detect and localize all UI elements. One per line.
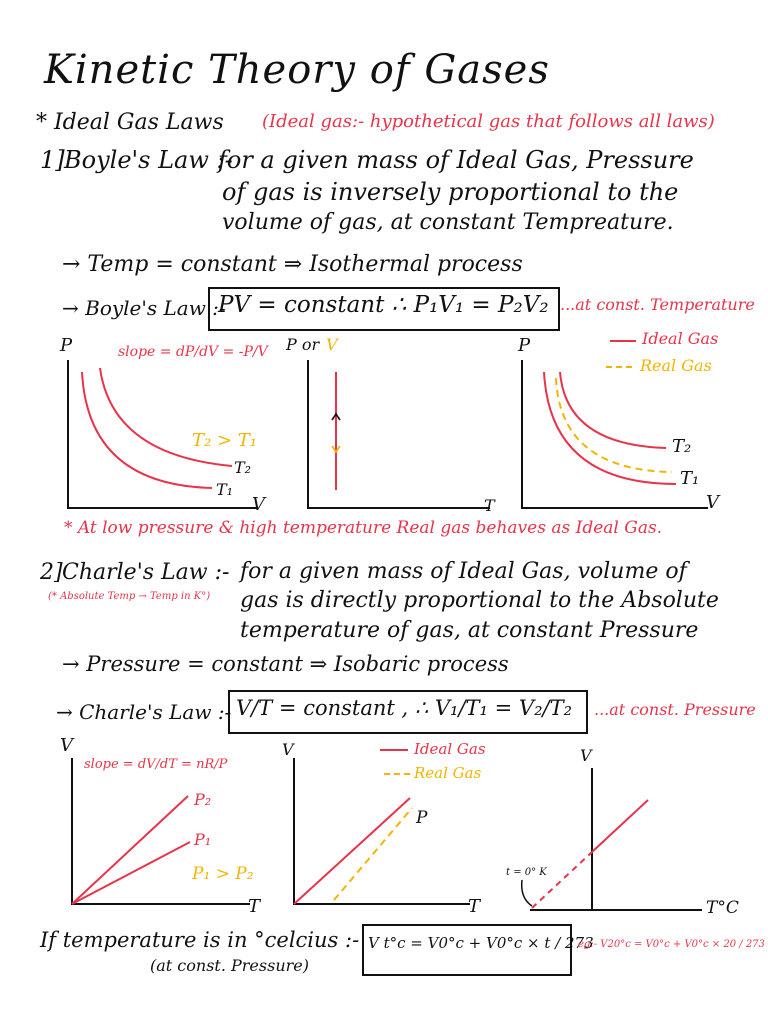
charles-g2-ideal-line bbox=[293, 797, 411, 905]
boyle-formula-box bbox=[208, 287, 560, 331]
boyle-g1-slope: slope = dP/dV = -P/V bbox=[118, 344, 268, 360]
boyle-g2-axes bbox=[307, 360, 490, 509]
boyle-g2-xlabel: T bbox=[484, 496, 495, 515]
charles-g1-p1: P₁ bbox=[194, 830, 212, 849]
charles-g1-ylabel: V bbox=[60, 735, 73, 756]
charles-g2-ylabel: V bbox=[282, 740, 294, 759]
charles-g1-slope: slope = dV/dT = nR/P bbox=[84, 757, 228, 772]
boyle-number: 1] bbox=[40, 146, 65, 174]
boyle-g3-ideal-t1 bbox=[543, 371, 677, 485]
charles-g3-solid bbox=[591, 799, 649, 853]
boyle-g1-curve-t2 bbox=[99, 367, 233, 467]
boyle-g1-curve-t1 bbox=[81, 371, 213, 489]
boyle-g1-cond: T₂ > T₁ bbox=[192, 430, 257, 451]
charles-g3-xlabel: T°C bbox=[706, 898, 739, 918]
boyle-g3-legend-ideal: Ideal Gas bbox=[642, 329, 719, 348]
charles-g3-zero-label: t = 0° K bbox=[506, 867, 547, 878]
boyle-g3-ylabel: P bbox=[518, 335, 531, 356]
charles-g2-legend-real: Real Gas bbox=[414, 764, 482, 782]
charles-g1-line-p1 bbox=[71, 841, 191, 905]
boyle-label: Boyle's Law :- bbox=[64, 146, 233, 174]
charles-sub-note: (* Absolute Temp → Temp in K°) bbox=[48, 591, 211, 602]
charles-g3-dashed bbox=[531, 851, 593, 909]
charles-g2-p-label: P bbox=[416, 808, 428, 828]
boyle-def-line3: volume of gas, at constant Tempreature. bbox=[222, 210, 674, 235]
charles-formula: V/T = constant , ∴ V₁/T₁ = V₂/T₂ bbox=[236, 696, 572, 720]
boyle-g2-arrow-down bbox=[331, 445, 341, 454]
charles-label: Charle's Law :- bbox=[62, 560, 230, 585]
charles-def-line3: temperature of gas, at constant Pressure bbox=[240, 618, 699, 643]
charles-g1-p2: P₂ bbox=[194, 790, 212, 809]
boyle-g2-ylabel-b: V bbox=[326, 335, 338, 354]
charles-g2-xlabel: T bbox=[468, 896, 481, 917]
boyle-g2-ylabel-a: P or bbox=[286, 335, 320, 354]
charles-g1-xlabel: T bbox=[248, 896, 261, 917]
charles-g3-ylabel: V bbox=[580, 746, 592, 765]
charles-arrow2-label: → Charle's Law :- bbox=[56, 700, 232, 724]
boyle-g3-legend-real: Real Gas bbox=[640, 356, 712, 375]
boyle-g1-t1: T₁ bbox=[216, 480, 234, 499]
boyle-formula: PV = constant ∴ P₁V₁ = P₂V₂ bbox=[218, 292, 549, 318]
celsius-example: eg:- V20°c = V0°c + V0°c × 20 / 273 bbox=[578, 939, 765, 950]
charles-number: 2] bbox=[40, 560, 63, 585]
charles-arrow1: → Pressure = constant ⇒ Isobaric process bbox=[62, 652, 509, 676]
page-title: Kinetic Theory of Gases bbox=[44, 47, 550, 93]
boyle-g3-ideal-t2 bbox=[559, 371, 667, 449]
ideal-gas-note: (Ideal gas:- hypothetical gas that follo… bbox=[262, 111, 715, 132]
charles-g2-legend-ideal: Ideal Gas bbox=[414, 740, 486, 758]
boyle-g3-real-t2 bbox=[555, 377, 673, 473]
boyle-g3-xlabel: V bbox=[706, 492, 719, 513]
celsius-line1: If temperature is in °celcius :- bbox=[40, 928, 360, 952]
boyle-def-line2: of gas is inversely proportional to the bbox=[222, 178, 679, 206]
charles-g3-pointer bbox=[520, 879, 533, 907]
charles-g1-line-p2 bbox=[71, 795, 189, 905]
section-heading: * Ideal Gas Laws bbox=[36, 110, 224, 135]
charles-def-line1: for a given mass of Ideal Gas, volume of bbox=[240, 559, 687, 584]
boyle-g3-axes bbox=[521, 360, 708, 509]
celsius-line2: (at const. Pressure) bbox=[150, 956, 309, 975]
boyle-g2-arrow-up bbox=[331, 412, 341, 421]
charles-g1-cond: P₁ > P₂ bbox=[192, 864, 254, 884]
boyle-def-line1: for a given mass of Ideal Gas, Pressure bbox=[218, 146, 694, 174]
boyle-g3-t1: T₁ bbox=[680, 468, 700, 489]
boyle-arrow1: → Temp = constant ⇒ Isothermal process bbox=[62, 252, 523, 277]
charles-def-line2: gas is directly proportional to the Abso… bbox=[240, 588, 719, 613]
real-gas-note: * At low pressure & high temperature Rea… bbox=[64, 518, 663, 538]
charles-formula-note: ...at const. Pressure bbox=[594, 700, 756, 719]
boyle-g1-ylabel: P bbox=[60, 335, 73, 356]
boyle-g1-axes bbox=[67, 360, 258, 509]
charles-formula-box bbox=[228, 690, 588, 734]
boyle-arrow2-label: → Boyle's Law :- bbox=[62, 296, 226, 320]
celsius-formula-box bbox=[362, 924, 572, 976]
boyle-g1-xlabel: V bbox=[252, 494, 265, 515]
boyle-formula-note: ...at const. Temperature bbox=[560, 295, 755, 314]
boyle-g3-t2: T₂ bbox=[672, 436, 692, 457]
charles-g2-real-line bbox=[333, 807, 413, 901]
celsius-formula: V t°c = V0°c + V0°c × t / 273 bbox=[368, 934, 594, 952]
boyle-g1-t2: T₂ bbox=[234, 458, 252, 477]
